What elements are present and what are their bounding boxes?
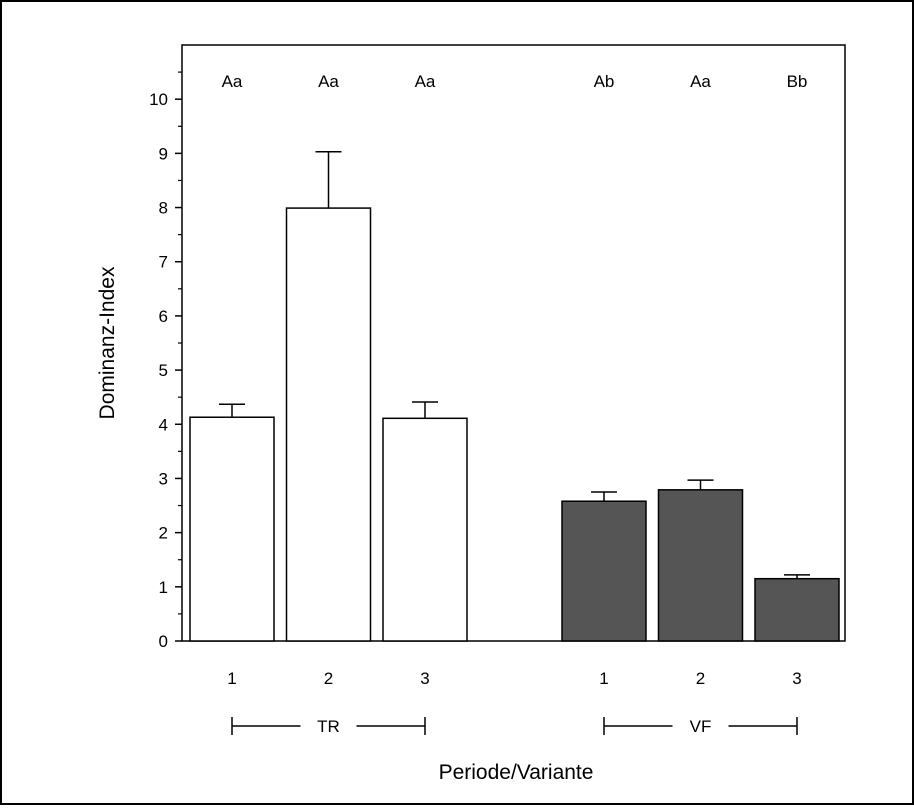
y-tick-label: 5 <box>159 361 168 380</box>
bars <box>189 150 840 642</box>
x-tick-label: 2 <box>324 669 333 688</box>
x-tick-label: 3 <box>792 669 801 688</box>
bar-TR-3 <box>382 417 468 642</box>
y-tick-label: 3 <box>159 469 168 488</box>
x-tick-label: 2 <box>696 669 705 688</box>
significance-label: Ab <box>594 72 615 91</box>
axes <box>181 44 846 642</box>
x-tick-label: 3 <box>420 669 429 688</box>
y-tick-label: 9 <box>159 144 168 163</box>
plot-area-border <box>181 44 846 642</box>
x-axis-title: Periode/Variante <box>439 761 594 784</box>
y-axis-title: Dominanz-Index <box>96 266 119 419</box>
labels: Aa 1 Aa 2 Aa 3 TR Ab 1 Aa 2 Bb 3 VF <box>222 72 808 736</box>
bar-VF-2 <box>657 489 744 642</box>
significance-label: Aa <box>222 72 243 91</box>
y-tick-label: 0 <box>159 632 168 651</box>
significance-label: Aa <box>415 72 436 91</box>
y-tick-label: 4 <box>159 415 168 434</box>
significance-label: Aa <box>690 72 711 91</box>
y-tick-label: 1 <box>159 578 168 597</box>
significance-label: Aa <box>318 72 339 91</box>
bar-VF-1 <box>561 500 647 642</box>
y-tick-label: 7 <box>159 253 168 272</box>
bar-TR-1 <box>189 416 275 642</box>
group-label: TR <box>317 717 340 736</box>
bar-VF-3 <box>754 577 840 642</box>
y-tick-label: 10 <box>149 90 168 109</box>
group-label: VF <box>690 717 712 736</box>
x-tick-label: 1 <box>227 669 236 688</box>
y-tick-label: 8 <box>159 199 168 218</box>
x-tick-label: 1 <box>599 669 608 688</box>
bar-TR-2 <box>285 207 372 642</box>
y-tick-label: 6 <box>159 307 168 326</box>
significance-label: Bb <box>787 72 808 91</box>
y-tick-label: 2 <box>159 524 168 543</box>
y-axis-ticks: 0 1 2 3 4 5 6 7 8 9 10 <box>149 71 182 651</box>
